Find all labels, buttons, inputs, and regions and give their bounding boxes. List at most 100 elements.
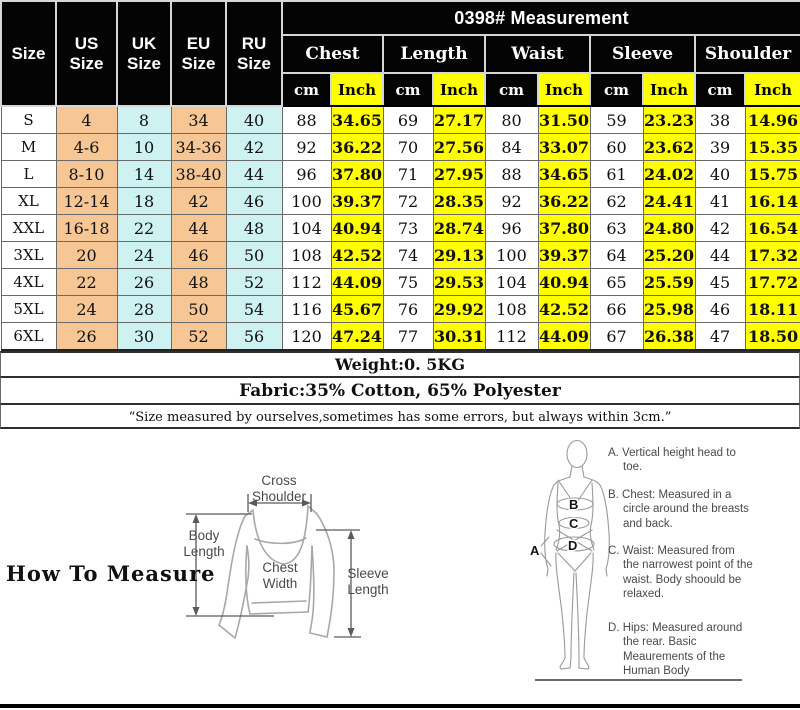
cell-shoulder-cm: 45 xyxy=(694,268,746,296)
cell-uk-size: 28 xyxy=(116,295,172,323)
how-to-measure-section: B C D A How To Measure Cross Shoulder Bo… xyxy=(0,429,800,710)
cell-waist-cm: 108 xyxy=(484,295,539,323)
cell-ru-size: 46 xyxy=(225,187,283,215)
cell-waist-inch: 36.22 xyxy=(537,187,591,215)
figure-a-pointer-lines xyxy=(540,536,552,567)
cell-sleeve-cm: 67 xyxy=(589,322,644,351)
cell-waist-inch: 34.65 xyxy=(537,160,591,188)
figure-hip-ellipse xyxy=(553,536,595,552)
cell-waist-cm: 80 xyxy=(484,105,539,134)
shirt-right-cuff xyxy=(309,632,328,638)
cell-waist-cm: 88 xyxy=(484,160,539,188)
cell-shoulder-inch: 14.96 xyxy=(744,105,800,134)
cross-shoulder-label: Cross Shoulder xyxy=(251,473,307,505)
cell-shoulder-cm: 40 xyxy=(694,160,746,188)
cell-shoulder-inch: 16.14 xyxy=(744,187,800,215)
cell-uk-size: 22 xyxy=(116,214,172,242)
cell-ru-size: 56 xyxy=(225,322,283,351)
cell-waist-cm: 96 xyxy=(484,214,539,242)
arrowhead xyxy=(192,514,200,523)
col-header-ru-size: RU Size xyxy=(225,0,283,107)
cell-sleeve-inch: 24.02 xyxy=(642,160,696,188)
shirt-neckline xyxy=(252,505,309,565)
measurement-arrows xyxy=(186,494,361,638)
cell-eu-size: 34 xyxy=(170,105,227,134)
cell-length-inch: 27.56 xyxy=(432,133,486,161)
cell-sleeve-inch: 24.80 xyxy=(642,214,696,242)
cell-shoulder-cm: 44 xyxy=(694,241,746,269)
cell-chest-inch: 39.37 xyxy=(330,187,384,215)
cell-length-inch: 27.95 xyxy=(432,160,486,188)
cell-chest-cm: 88 xyxy=(281,105,332,134)
cell-shoulder-inch: 15.75 xyxy=(744,160,800,188)
group-header-chest: Chest xyxy=(281,34,384,74)
cell-ru-size: 40 xyxy=(225,105,283,134)
cell-sleeve-inch: 25.20 xyxy=(642,241,696,269)
arrowhead xyxy=(192,607,200,616)
cell-ru-size: 50 xyxy=(225,241,283,269)
figure-neck xyxy=(569,465,585,478)
cell-length-inch: 30.31 xyxy=(432,322,486,351)
cell-length-cm: 76 xyxy=(382,295,434,323)
cell-shoulder-inch: 18.11 xyxy=(744,295,800,323)
table-row: L 8-10 14 38-40 44 96 37.80 71 27.95 88 … xyxy=(0,160,800,188)
cell-eu-size: 34-36 xyxy=(170,133,227,161)
description-hips: D. Hips: Measured around the rear. Basic… xyxy=(608,622,743,678)
col-header-us-size: US Size xyxy=(55,0,118,107)
description-waist: C. Waist: Measured from the narrowest po… xyxy=(608,545,753,601)
shirt-left-body xyxy=(244,545,251,615)
table-row: M 4-6 10 34-36 42 92 36.22 70 27.56 84 3… xyxy=(0,133,800,161)
unit-header-inch: Inch xyxy=(642,72,696,107)
chart-title: 0398# Measurement xyxy=(280,0,800,36)
weight-row: Weight:0. 5KG xyxy=(0,351,800,376)
cell-us-size: 24 xyxy=(55,295,118,323)
shirt-left-sleeve-inner xyxy=(234,545,250,639)
body-length-label: Body Length xyxy=(183,528,225,560)
cell-chest-cm: 104 xyxy=(281,214,332,242)
cell-size-label: L xyxy=(0,160,57,188)
cell-sleeve-cm: 64 xyxy=(589,241,644,269)
figure-right-foot xyxy=(578,657,590,670)
cell-waist-inch: 33.07 xyxy=(537,133,591,161)
group-header-shoulder: Shoulder xyxy=(693,34,800,74)
cell-waist-inch: 40.94 xyxy=(537,268,591,296)
cell-chest-inch: 44.09 xyxy=(330,268,384,296)
measurement-table: Size US Size UK Size EU Size RU Size 039… xyxy=(0,0,800,351)
cell-shoulder-cm: 39 xyxy=(694,133,746,161)
cell-eu-size: 48 xyxy=(170,268,227,296)
cell-us-size: 20 xyxy=(55,241,118,269)
body-figure-sketch xyxy=(540,439,610,670)
cell-ru-size: 52 xyxy=(225,268,283,296)
cell-size-label: M xyxy=(0,133,57,161)
col-header-size: Size xyxy=(0,0,57,107)
cell-waist-inch: 37.80 xyxy=(537,214,591,242)
cell-chest-inch: 42.52 xyxy=(330,241,384,269)
cell-shoulder-inch: 18.50 xyxy=(744,322,800,351)
figure-label-d: D xyxy=(568,538,577,553)
header-row-units: cm Inch cm Inch cm Inch cm Inch cm Inch xyxy=(1,72,800,107)
cell-us-size: 4 xyxy=(55,105,118,134)
group-header-length: Length xyxy=(382,34,486,74)
figure-left-torso xyxy=(555,482,561,551)
cell-length-cm: 72 xyxy=(382,187,434,215)
cell-ru-size: 54 xyxy=(225,295,283,323)
group-header-waist: Waist xyxy=(484,34,591,74)
shirt-sketch xyxy=(218,505,335,639)
col-header-uk-size: UK Size xyxy=(116,0,172,107)
cell-shoulder-cm: 38 xyxy=(694,105,746,134)
cell-sleeve-cm: 61 xyxy=(589,160,644,188)
cell-eu-size: 42 xyxy=(170,187,227,215)
shirt-right-sleeve-outer xyxy=(316,513,335,638)
shirt-right-shoulder xyxy=(307,505,318,515)
cell-waist-cm: 104 xyxy=(484,268,539,296)
measurement-diagram: B C D A xyxy=(186,439,742,681)
cell-waist-cm: 92 xyxy=(484,187,539,215)
cell-uk-size: 8 xyxy=(116,105,172,134)
cell-eu-size: 50 xyxy=(170,295,227,323)
cell-shoulder-inch: 17.32 xyxy=(744,241,800,269)
shirt-left-cuff xyxy=(218,624,236,639)
table-row: 3XL 20 24 46 50 108 42.52 74 29.13 100 3… xyxy=(0,241,800,269)
table-row: 5XL 24 28 50 54 116 45.67 76 29.92 108 4… xyxy=(0,295,800,323)
cell-size-label: 4XL xyxy=(0,268,57,296)
cell-us-size: 12-14 xyxy=(55,187,118,215)
